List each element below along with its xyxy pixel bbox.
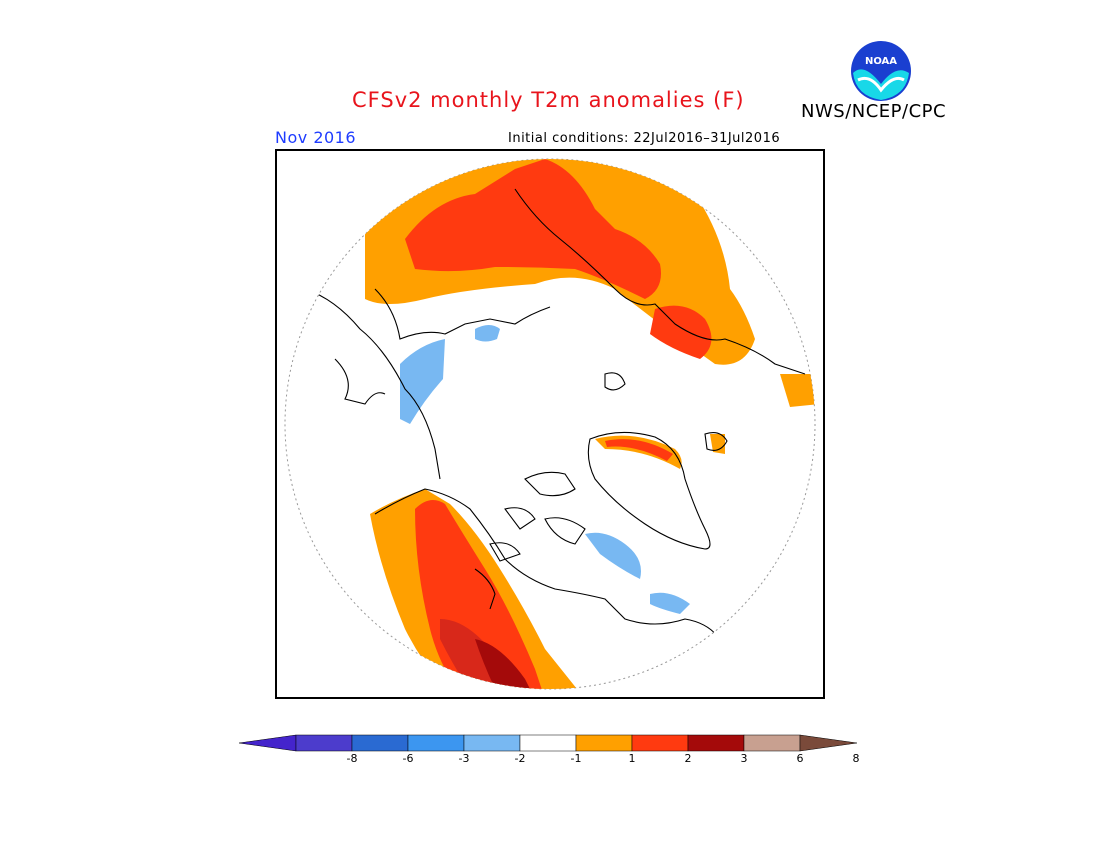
- legend-tick-label: -2: [514, 752, 526, 765]
- iceland-coastline: [704, 432, 728, 451]
- legend-tick-label: -6: [402, 752, 414, 765]
- europe-anomaly-2: [710, 434, 725, 454]
- siberia-cold-anomaly: [400, 339, 445, 424]
- legend-tick-label: -8: [346, 752, 358, 765]
- north-america-anomaly-maroon: [475, 639, 535, 689]
- anomaly-shading: [365, 159, 815, 689]
- legend-swatch: [743, 734, 801, 752]
- polar-map: [275, 149, 825, 699]
- legend-swatch: [295, 734, 353, 752]
- noaa-logo-text: NOAA: [865, 56, 897, 67]
- legend-swatch: [519, 734, 577, 752]
- map-border: [275, 149, 825, 699]
- legend-tick-label: 6: [796, 752, 804, 765]
- legend-swatch: [575, 734, 633, 752]
- legend-swatch: [631, 734, 689, 752]
- eurasia-anomaly-red: [405, 159, 661, 299]
- legend-tick-label: 2: [684, 752, 692, 765]
- canada-cold-anomaly: [585, 532, 641, 579]
- legend-tick-label: 8: [852, 752, 860, 765]
- legend-tick-label: -1: [570, 752, 582, 765]
- legend-arrow-high: [799, 734, 858, 752]
- greenland-anomaly-red: [605, 439, 673, 461]
- greenland-coastline: [587, 431, 711, 550]
- legend-swatch: [351, 734, 409, 752]
- europe-anomaly-1: [780, 374, 815, 407]
- legend-arrow-low: [239, 734, 297, 752]
- hudson-cold-anomaly: [650, 592, 690, 614]
- legend-tick-label: 1: [628, 752, 636, 765]
- chart-title: CFSv2 monthly T2m anomalies (F): [352, 88, 745, 112]
- legend-swatch: [407, 734, 465, 752]
- legend-swatch: [687, 734, 745, 752]
- canada-archipelago: [489, 471, 586, 562]
- forecast-period: Nov 2016: [275, 128, 357, 147]
- agency-label: NWS/NCEP/CPC: [801, 101, 947, 122]
- eurasia-coastline: [304, 188, 806, 480]
- noaa-logo-icon: NOAA: [851, 41, 911, 101]
- legend-swatch: [463, 734, 521, 752]
- svalbard-coastline: [604, 372, 626, 391]
- legend-colorbar: [239, 734, 858, 752]
- legend-tick-label: -3: [458, 752, 470, 765]
- legend-tick-label: 3: [740, 752, 748, 765]
- siberia-cold-anomaly-2: [475, 325, 500, 342]
- coastlines: [304, 188, 806, 689]
- initial-conditions: Initial conditions: 22Jul2016–31Jul2016: [508, 131, 781, 146]
- scandinavia-anomaly-red: [650, 305, 712, 359]
